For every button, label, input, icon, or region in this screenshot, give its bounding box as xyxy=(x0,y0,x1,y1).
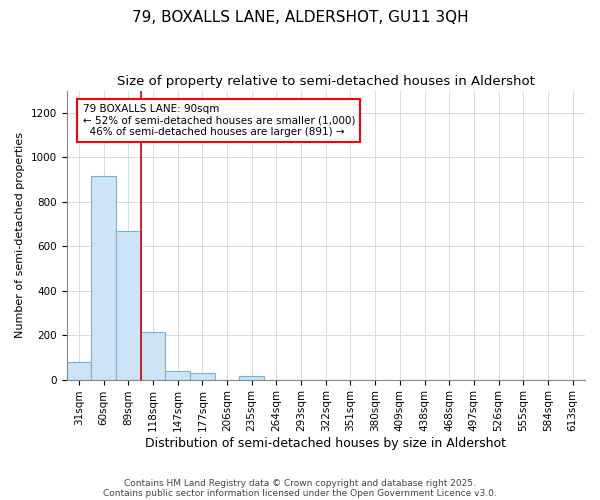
Text: 79 BOXALLS LANE: 90sqm
← 52% of semi-detached houses are smaller (1,000)
  46% o: 79 BOXALLS LANE: 90sqm ← 52% of semi-det… xyxy=(83,104,355,137)
Title: Size of property relative to semi-detached houses in Aldershot: Size of property relative to semi-detach… xyxy=(117,75,535,88)
Bar xyxy=(91,176,116,380)
Bar xyxy=(67,362,91,380)
Bar xyxy=(239,376,264,380)
Bar xyxy=(116,230,140,380)
Text: 79, BOXALLS LANE, ALDERSHOT, GU11 3QH: 79, BOXALLS LANE, ALDERSHOT, GU11 3QH xyxy=(131,10,469,25)
Text: Contains HM Land Registry data © Crown copyright and database right 2025.: Contains HM Land Registry data © Crown c… xyxy=(124,478,476,488)
X-axis label: Distribution of semi-detached houses by size in Aldershot: Distribution of semi-detached houses by … xyxy=(145,437,506,450)
Bar xyxy=(165,370,190,380)
Bar xyxy=(140,332,165,380)
Bar xyxy=(190,373,215,380)
Y-axis label: Number of semi-detached properties: Number of semi-detached properties xyxy=(15,132,25,338)
Text: Contains public sector information licensed under the Open Government Licence v3: Contains public sector information licen… xyxy=(103,488,497,498)
